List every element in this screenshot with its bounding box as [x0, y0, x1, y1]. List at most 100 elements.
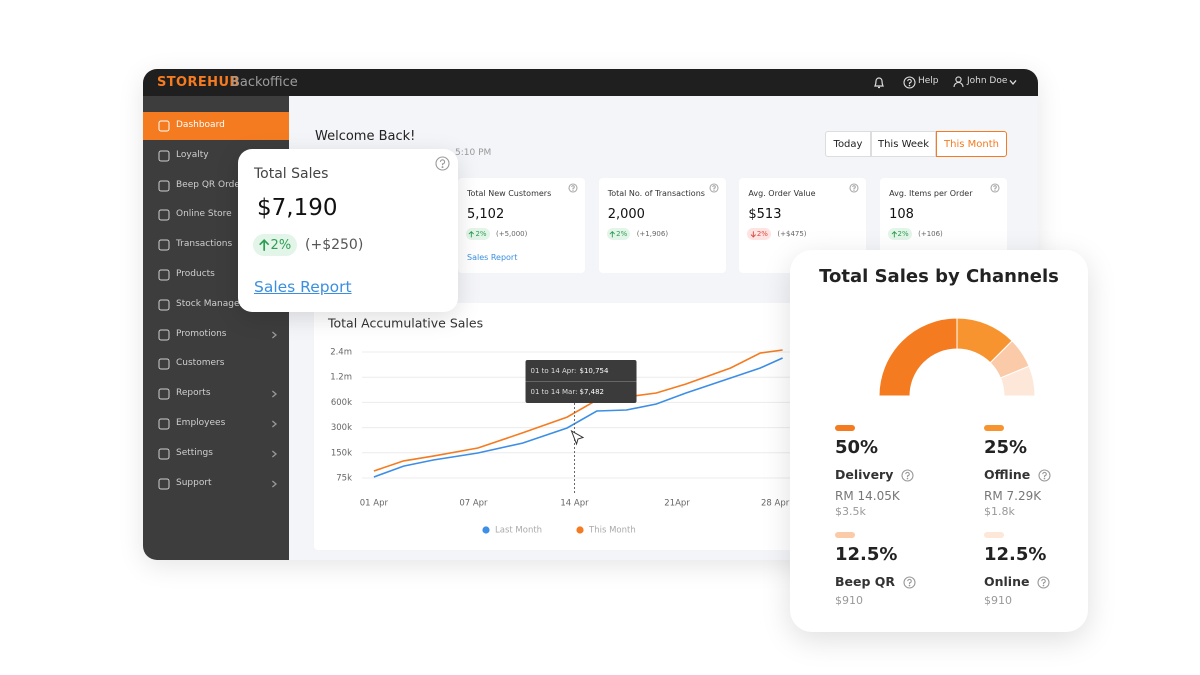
- tooltip-label: 01 to 14 Mar:: [531, 388, 578, 396]
- user-menu[interactable]: John Doe: [967, 76, 1008, 86]
- help-icon-ring: [1037, 468, 1051, 482]
- help-icon-mark: [439, 158, 445, 165]
- sidebar-icon-shape: [158, 239, 170, 251]
- sidebar-icon: [158, 388, 170, 400]
- user-body: [953, 81, 964, 88]
- sidebar-icon: [158, 448, 170, 460]
- sidebar-item[interactable]: Dashboard: [176, 120, 225, 130]
- arrow-path: [609, 230, 616, 238]
- help-icon: [900, 468, 914, 482]
- sidebar-item[interactable]: Products: [176, 269, 215, 279]
- series-line: [373, 357, 783, 478]
- help-icon-mark: [993, 185, 997, 190]
- total-sales-card: Total Sales $7,190 2% (+$250) Sales Report: [238, 149, 458, 312]
- bell-icon: [874, 77, 884, 89]
- help-icon-ring: [990, 183, 1000, 193]
- bell-shape: [874, 77, 884, 89]
- period-button[interactable]: This Month: [936, 131, 1007, 157]
- kpi-title: Total New Customers: [467, 189, 552, 198]
- sidebar-item[interactable]: Support: [176, 477, 212, 488]
- kpi-link[interactable]: Sales Report: [467, 253, 518, 262]
- sidebar-item[interactable]: Settings: [176, 447, 213, 458]
- total-sales-delta: (+$250): [305, 237, 364, 253]
- total-sales-value: $7,190: [257, 195, 338, 221]
- channel-percent: 12.5%: [835, 544, 898, 565]
- help-icon-mark: [904, 471, 910, 477]
- help-icon-mark: [906, 578, 912, 584]
- sidebar-item[interactable]: Online Store: [176, 209, 232, 220]
- x-tick-label: 07 Apr: [459, 499, 488, 509]
- help-icon: [902, 575, 916, 589]
- chevron: [271, 331, 278, 339]
- sidebar-item[interactable]: Transactions: [176, 239, 233, 250]
- x-tick-label: 14 Apr: [560, 499, 589, 509]
- sidebar-icon: [158, 150, 170, 162]
- sidebar-icon: [158, 329, 170, 341]
- help-icon-ring: [568, 183, 578, 193]
- pie-slice: [999, 365, 1036, 397]
- help-icon: [1037, 468, 1051, 482]
- help-icon-ring: [1036, 575, 1050, 589]
- sidebar-icon: [158, 358, 170, 370]
- user-icon: [953, 76, 964, 88]
- sidebar-item[interactable]: Loyalty: [176, 149, 209, 160]
- chevron-path: [271, 390, 278, 398]
- line-chart: Total Accumulative Sales 75k 150k 300k 600k 1…: [327, 316, 790, 536]
- chevron: [271, 450, 278, 458]
- period-button[interactable]: This Week: [871, 131, 936, 157]
- help-link[interactable]: Help: [918, 76, 939, 86]
- help-icon: [434, 155, 450, 171]
- sidebar-icon: [158, 478, 170, 490]
- sidebar-item[interactable]: Employees: [176, 418, 226, 428]
- help-icon-dot: [908, 584, 910, 586]
- arrow-path: [750, 230, 756, 238]
- chevron: [271, 390, 278, 398]
- kpi-title: Total No. of Transactions: [607, 189, 705, 198]
- sidebar-icon-shape: [158, 180, 170, 192]
- channel-note: $910: [984, 594, 1012, 607]
- channel-amount: RM 7.29K: [984, 489, 1042, 503]
- sidebar-icon-shape: [158, 269, 170, 281]
- top-bar: [143, 69, 1038, 96]
- sidebar-icon-shape: [158, 120, 170, 132]
- help-icon-ring: [902, 75, 916, 89]
- sidebar-icon-shape: [158, 358, 170, 370]
- help-icon: [568, 183, 578, 193]
- sidebar-item[interactable]: Customers: [176, 358, 225, 369]
- last-updated: 5:10 PM: [455, 148, 492, 158]
- kpi-card: Total New Customers 5,102 2% (+5,000) Sales …: [458, 178, 585, 273]
- sidebar-icon: [158, 239, 170, 251]
- channel-name: Delivery: [835, 467, 894, 482]
- legend-label: Last Month: [495, 526, 542, 536]
- arrow-up: [469, 230, 475, 238]
- chevron: [271, 420, 278, 428]
- channel-swatch: [835, 532, 855, 538]
- sidebar-item[interactable]: Reports: [176, 388, 211, 399]
- arrow-down: [750, 230, 756, 238]
- y-tick-label: 300k: [331, 423, 352, 433]
- help-icon-dot: [1042, 584, 1044, 586]
- cursor-icon: [570, 429, 585, 446]
- change-pill: 2%: [253, 234, 298, 257]
- welcome-title: Welcome Back!: [315, 129, 416, 144]
- channels-card: Total Sales by Channels 50% Delivery RM 14.…: [790, 250, 1088, 632]
- sidebar-item[interactable]: Stock Management: [176, 298, 264, 309]
- sidebar-icon: [158, 180, 170, 192]
- y-tick-label: 150k: [331, 448, 352, 458]
- kpi-delta: (+5,000): [496, 230, 528, 238]
- tooltip-amount: $10,754: [580, 367, 609, 375]
- x-tick-label: 28 Apr: [761, 499, 790, 509]
- brand-logo: STOREHUB: [157, 75, 240, 90]
- channel-percent: 50%: [835, 437, 879, 458]
- total-sales-link[interactable]: Sales Report: [254, 278, 352, 296]
- help-icon: [902, 75, 916, 89]
- arrow-up: [609, 230, 616, 238]
- sidebar-item[interactable]: Beep QR Order: [176, 179, 244, 190]
- y-tick-label: 600k: [331, 398, 352, 408]
- sidebar-icon: [158, 299, 170, 311]
- period-button[interactable]: Today: [825, 131, 871, 157]
- sidebar-item[interactable]: Promotions: [176, 328, 227, 339]
- sidebar-icon-shape: [158, 329, 170, 341]
- help-icon-dot: [994, 189, 996, 191]
- channel-swatch: [835, 425, 855, 431]
